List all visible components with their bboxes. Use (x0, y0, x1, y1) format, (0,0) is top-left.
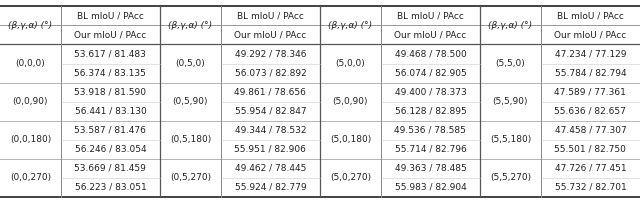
Text: 56.073 / 82.892: 56.073 / 82.892 (234, 68, 307, 78)
Text: 53.918 / 81.590: 53.918 / 81.590 (74, 87, 147, 97)
Text: 49.344 / 78.532: 49.344 / 78.532 (235, 125, 306, 135)
Text: 56.441 / 83.130: 56.441 / 83.130 (74, 106, 147, 116)
Text: (β,γ,α) (°): (β,γ,α) (°) (8, 21, 52, 30)
Text: 55.501 / 82.750: 55.501 / 82.750 (554, 145, 627, 154)
Text: (5,5,270): (5,5,270) (490, 173, 531, 182)
Text: 49.536 / 78.585: 49.536 / 78.585 (394, 125, 467, 135)
Text: BL mIoU / PAcc: BL mIoU / PAcc (77, 11, 144, 21)
Text: (5,0,90): (5,0,90) (333, 97, 368, 106)
Text: 47.458 / 77.307: 47.458 / 77.307 (554, 125, 627, 135)
Text: 49.292 / 78.346: 49.292 / 78.346 (235, 49, 306, 59)
Text: (β,γ,α) (°): (β,γ,α) (°) (168, 21, 212, 30)
Text: 56.223 / 83.051: 56.223 / 83.051 (74, 183, 147, 192)
Text: (0,5,0): (0,5,0) (175, 59, 205, 68)
Text: (0,5,90): (0,5,90) (173, 97, 208, 106)
Text: 55.983 / 82.904: 55.983 / 82.904 (394, 183, 467, 192)
Text: (0,0,90): (0,0,90) (13, 97, 48, 106)
Text: (0,0,0): (0,0,0) (15, 59, 45, 68)
Text: 53.587 / 81.476: 53.587 / 81.476 (74, 125, 147, 135)
Text: Our mIoU / PAcc: Our mIoU / PAcc (234, 30, 307, 40)
Text: 55.732 / 82.701: 55.732 / 82.701 (554, 183, 627, 192)
Text: (5,0,270): (5,0,270) (330, 173, 371, 182)
Text: Our mIoU / PAcc: Our mIoU / PAcc (74, 30, 147, 40)
Text: Our mIoU / PAcc: Our mIoU / PAcc (554, 30, 627, 40)
Text: (5,0,0): (5,0,0) (335, 59, 365, 68)
Text: 55.636 / 82.657: 55.636 / 82.657 (554, 106, 627, 116)
Text: 47.234 / 77.129: 47.234 / 77.129 (555, 49, 626, 59)
Text: (0,5,270): (0,5,270) (170, 173, 211, 182)
Text: 47.726 / 77.451: 47.726 / 77.451 (555, 164, 626, 173)
Text: 55.954 / 82.847: 55.954 / 82.847 (235, 106, 306, 116)
Text: (0,5,180): (0,5,180) (170, 135, 211, 144)
Text: BL mIoU / PAcc: BL mIoU / PAcc (397, 11, 464, 21)
Text: 49.861 / 78.656: 49.861 / 78.656 (234, 87, 307, 97)
Text: 56.128 / 82.895: 56.128 / 82.895 (394, 106, 467, 116)
Text: 49.462 / 78.445: 49.462 / 78.445 (235, 164, 306, 173)
Text: 49.468 / 78.500: 49.468 / 78.500 (394, 49, 467, 59)
Text: 56.074 / 82.905: 56.074 / 82.905 (394, 68, 467, 78)
Text: 49.400 / 78.373: 49.400 / 78.373 (394, 87, 467, 97)
Text: 56.374 / 83.135: 56.374 / 83.135 (74, 68, 147, 78)
Text: 55.714 / 82.796: 55.714 / 82.796 (394, 145, 467, 154)
Text: 53.669 / 81.459: 53.669 / 81.459 (74, 164, 147, 173)
Text: 55.924 / 82.779: 55.924 / 82.779 (235, 183, 306, 192)
Text: (β,γ,α) (°): (β,γ,α) (°) (488, 21, 532, 30)
Text: BL mIoU / PAcc: BL mIoU / PAcc (557, 11, 624, 21)
Text: (5,5,90): (5,5,90) (493, 97, 528, 106)
Text: (0,0,270): (0,0,270) (10, 173, 51, 182)
Text: (0,0,180): (0,0,180) (10, 135, 51, 144)
Text: (5,5,0): (5,5,0) (495, 59, 525, 68)
Text: (β,γ,α) (°): (β,γ,α) (°) (328, 21, 372, 30)
Text: 53.617 / 81.483: 53.617 / 81.483 (74, 49, 147, 59)
Text: 55.951 / 82.906: 55.951 / 82.906 (234, 145, 307, 154)
Text: (5,5,180): (5,5,180) (490, 135, 531, 144)
Text: 55.784 / 82.794: 55.784 / 82.794 (555, 68, 626, 78)
Text: (5,0,180): (5,0,180) (330, 135, 371, 144)
Text: BL mIoU / PAcc: BL mIoU / PAcc (237, 11, 304, 21)
Text: Our mIoU / PAcc: Our mIoU / PAcc (394, 30, 467, 40)
Text: 56.246 / 83.054: 56.246 / 83.054 (75, 145, 146, 154)
Text: 47.589 / 77.361: 47.589 / 77.361 (554, 87, 627, 97)
Text: 49.363 / 78.485: 49.363 / 78.485 (394, 164, 467, 173)
